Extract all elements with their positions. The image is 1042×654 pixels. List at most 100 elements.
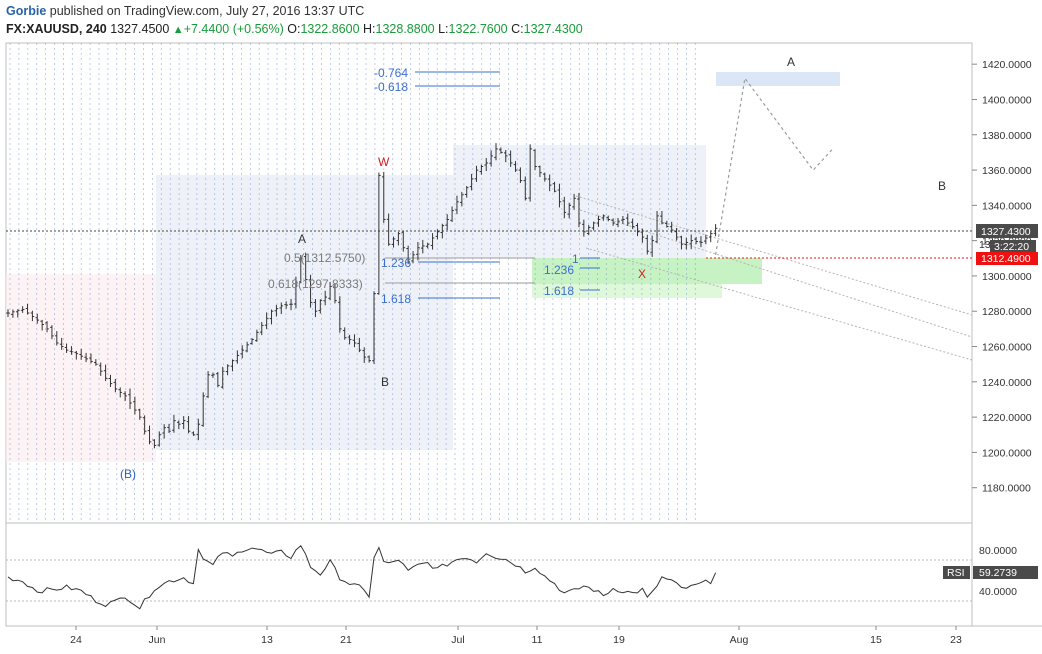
candle: [508, 150, 513, 167]
price-change: +7.4400 (+0.56%): [183, 22, 284, 36]
candle: [186, 416, 191, 434]
fib-lines: [385, 71, 600, 299]
candle: [523, 176, 528, 201]
candle: [303, 252, 308, 284]
price-axis[interactable]: 1420.0000 1400.0000 1380.0000 1360.0000 1340…: [972, 59, 1032, 495]
candles: [6, 143, 718, 449]
candle: [630, 218, 635, 229]
candle: [333, 283, 337, 304]
time-tick-label: 15: [870, 634, 882, 646]
candle: [172, 414, 176, 433]
fib-label-1618: 1.618: [381, 292, 411, 306]
publish-header: Gorbie published on TradingView.com, Jul…: [6, 4, 364, 18]
candle: [552, 181, 557, 193]
candle: [435, 229, 440, 240]
last-price-badge: 1327.4300: [981, 226, 1031, 238]
candle: [142, 415, 147, 435]
candle: [40, 319, 44, 331]
vertical-session-grid: [9, 43, 696, 523]
candle: [299, 254, 303, 284]
wave-label-b: B: [381, 375, 389, 389]
candle: [294, 276, 298, 309]
candle: [367, 355, 371, 363]
target-box: [716, 72, 840, 86]
candle: [562, 196, 567, 219]
candle: [416, 242, 420, 261]
candle: [381, 171, 386, 223]
fib-label-1236: 1.236: [381, 256, 411, 270]
candle: [489, 150, 493, 167]
candle: [689, 234, 693, 250]
candle: [152, 439, 157, 449]
candle: [577, 192, 581, 228]
candle: [55, 331, 59, 346]
price-tick-label: 1260.0000: [982, 342, 1032, 354]
rsi-value-badge: 59.2739: [979, 567, 1017, 579]
price-tick-label: 1200.0000: [982, 447, 1032, 459]
channel-lines: [575, 195, 973, 361]
partial-price-label: 13: [979, 239, 991, 251]
price-tick-label: 1380.0000: [982, 130, 1032, 142]
candle: [216, 372, 220, 388]
candle: [137, 408, 142, 420]
candle: [181, 416, 186, 430]
rsi-line: [7, 545, 717, 610]
candle: [357, 337, 362, 353]
blue-zone-1: [156, 175, 453, 450]
candle: [484, 158, 489, 171]
wave-label-a: A: [298, 232, 306, 246]
candle: [191, 431, 196, 436]
candle: [118, 387, 123, 398]
candle: [94, 359, 98, 366]
candle: [713, 224, 718, 237]
candle: [591, 221, 596, 231]
author-name[interactable]: Gorbie: [6, 4, 47, 18]
wave-label-x: X: [638, 267, 646, 281]
last-price: 1327.4500: [110, 22, 170, 36]
candle: [113, 378, 118, 393]
candle: [699, 236, 703, 248]
candle: [547, 174, 552, 192]
candle: [259, 322, 264, 336]
price-tick-label: 1280.0000: [982, 306, 1032, 318]
candle: [318, 299, 323, 314]
candle: [30, 310, 35, 322]
time-axis[interactable]: 24 Jun 13 21 Jul 11 19 Aug 15 23: [70, 626, 962, 646]
candle: [596, 215, 601, 227]
candle: [377, 172, 381, 295]
candle: [660, 211, 664, 225]
candle: [133, 396, 137, 415]
rsi-tick-40: 40.0000: [979, 586, 1017, 598]
candle: [206, 371, 210, 399]
candle: [503, 150, 508, 163]
time-tick-label: 11: [532, 634, 543, 646]
time-tick-label: Jun: [149, 634, 166, 646]
projection-path: [715, 76, 834, 255]
published-text: published on TradingView.com, July 27, 2…: [46, 4, 365, 18]
candle: [64, 343, 69, 353]
candle: [655, 211, 659, 244]
candle: [25, 303, 30, 315]
candle: [567, 202, 571, 219]
candle: [6, 309, 10, 317]
price-tick-label: 1400.0000: [982, 95, 1032, 107]
close-value: 1327.4300: [523, 22, 583, 36]
candle: [20, 306, 25, 313]
candle: [421, 239, 425, 254]
candle: [147, 425, 152, 445]
wave-label-b-projection: B: [938, 179, 946, 193]
price-badges: 13 1327.4300 3:22:20 1312.4900: [976, 224, 1038, 265]
candle: [469, 173, 474, 191]
candle: [128, 388, 132, 409]
candle: [123, 391, 127, 402]
fib-label-neg0618: -0.618: [374, 80, 408, 94]
price-tick-label: 1240.0000: [982, 377, 1032, 389]
candle: [528, 144, 532, 202]
candle: [74, 350, 79, 360]
candle: [264, 312, 269, 330]
candle: [645, 234, 650, 255]
countdown-badge: 3:22:20: [994, 241, 1029, 253]
symbol-label: FX:XAUUSD, 240: [6, 22, 107, 36]
fib-label-1236-b: 1.236: [544, 263, 574, 277]
